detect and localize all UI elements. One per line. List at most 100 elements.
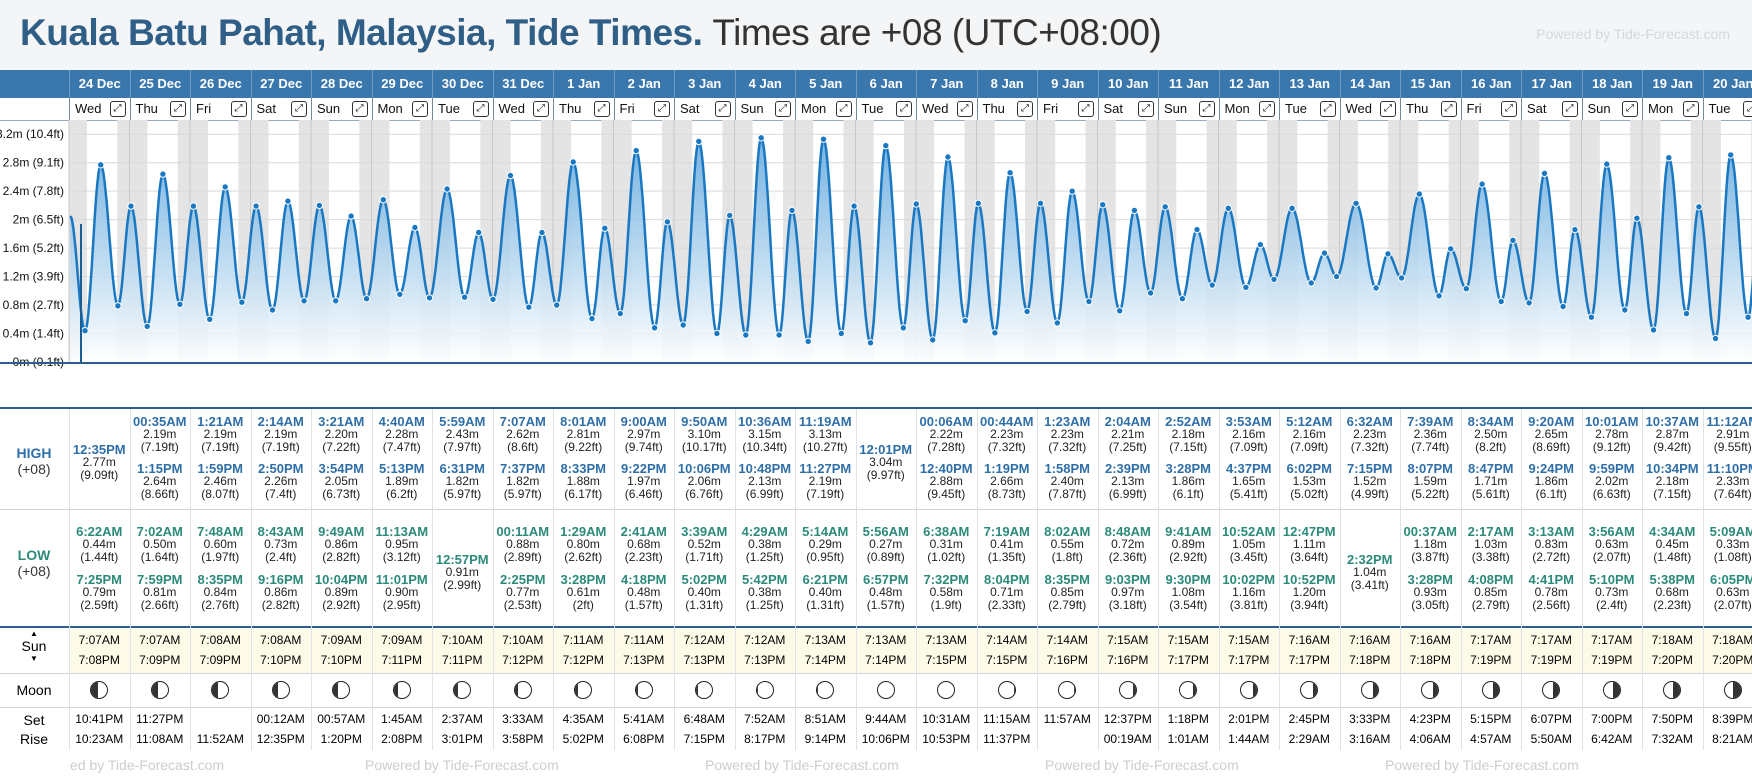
high-tide-height-m: 1.86m	[1171, 474, 1205, 488]
expand-icon[interactable]: ⤢	[1077, 101, 1094, 117]
powered-by-footer-1[interactable]: Powered by Tide-Forecast.com	[365, 757, 559, 773]
low-tide-height-ft: (1.31ft)	[806, 598, 845, 612]
low-tide-entry: 10:02PM 1.16m (3.81ft)	[1219, 573, 1280, 612]
high-tide-time: 11:10PM	[1706, 461, 1752, 476]
expand-icon[interactable]: ⤢	[109, 101, 126, 117]
low-tide-height-m: 1.20m	[1292, 585, 1326, 599]
high-tide-height-m: 2.16m	[1232, 427, 1266, 441]
sunrise-time: 7:07AM	[78, 633, 120, 647]
weekday-cell: Fri ⤢	[190, 98, 251, 120]
expand-icon[interactable]: ⤢	[351, 101, 368, 117]
expand-icon[interactable]: ⤢	[775, 101, 791, 117]
high-tide-height-ft: (8.07ft)	[201, 487, 240, 501]
expand-icon[interactable]: ⤢	[1561, 101, 1578, 117]
expand-icon[interactable]: ⤢	[533, 101, 549, 117]
high-tide-point	[1256, 240, 1265, 249]
low-tide-height-m: 0.31m	[929, 537, 963, 551]
expand-icon[interactable]: ⤢	[1622, 101, 1638, 117]
moonset-time: 00:12AM	[256, 712, 305, 726]
expand-icon[interactable]: ⤢	[1440, 101, 1457, 117]
sunrise-time: 7:16AM	[1288, 633, 1330, 647]
moon-shadow	[393, 682, 398, 698]
expand-icon[interactable]: ⤢	[1682, 101, 1699, 117]
high-tide-entry: 8:07PM 1.59m (5.22ft)	[1400, 462, 1461, 501]
high-tide-height-ft: (5.97ft)	[443, 487, 482, 501]
low-tide-height-m: 1.08m	[1171, 585, 1205, 599]
low-tide-point	[1587, 313, 1596, 321]
column-divider	[613, 409, 615, 750]
sunrise-time: 7:17AM	[1530, 633, 1572, 647]
column-divider	[1702, 409, 1704, 750]
expand-icon[interactable]: ⤢	[654, 101, 670, 117]
low-tide-point	[268, 306, 277, 314]
expand-icon[interactable]: ⤢	[1743, 101, 1752, 117]
high-tide-height-ft: (5.61ft)	[1471, 487, 1510, 501]
expand-icon[interactable]: ⤢	[1017, 101, 1033, 117]
expand-icon[interactable]: ⤢	[291, 101, 307, 117]
powered-by-footer-3[interactable]: Powered by Tide-Forecast.com	[1045, 757, 1239, 773]
low-tide-height-ft: (1.02ft)	[927, 550, 966, 564]
low-tide-point	[1178, 295, 1187, 303]
expand-icon[interactable]: ⤢	[1380, 101, 1396, 117]
low-tide-height-m: 0.45m	[1655, 537, 1689, 551]
low-tide-height-m: 0.48m	[869, 585, 903, 599]
expand-icon[interactable]: ⤢	[1259, 101, 1275, 117]
high-tide-point	[819, 135, 828, 143]
high-tide-time: 1:59PM	[197, 461, 244, 476]
low-tide-entry: 10:04PM 0.89m (2.92ft)	[311, 573, 372, 612]
low-tide-entry: 4:34AM 0.45m (1.48ft)	[1642, 525, 1703, 564]
date-header: 31 Dec	[492, 70, 554, 98]
expand-icon[interactable]: ⤢	[896, 101, 912, 117]
sunrise-time: 7:12AM	[683, 633, 725, 647]
expand-icon[interactable]: ⤢	[1501, 101, 1517, 117]
moon-shadow	[635, 682, 638, 698]
powered-by-footer-4[interactable]: Powered by Tide-Forecast.com	[1385, 757, 1579, 773]
sun-row-background	[69, 629, 1752, 674]
sunset-time: 7:19PM	[1530, 653, 1572, 667]
sunrise-time: 7:15AM	[1167, 633, 1209, 647]
expand-icon[interactable]: ⤢	[230, 101, 247, 117]
expand-icon[interactable]: ⤢	[1138, 101, 1154, 117]
powered-by-label[interactable]: Powered by Tide-Forecast.com	[1536, 26, 1730, 42]
weekday-label: Sat	[1527, 101, 1547, 116]
high-tide-height-m: 2.20m	[324, 427, 358, 441]
low-tide-height-ft: (1.08ft)	[1713, 550, 1752, 564]
sunset-time: 7:09PM	[139, 653, 181, 667]
moonrise-time: 10:06PM	[861, 732, 910, 746]
low-tide-entry: 6:57PM 0.48m (1.57ft)	[856, 573, 917, 612]
expand-icon[interactable]: ⤢	[1319, 101, 1336, 117]
expand-icon[interactable]: ⤢	[593, 101, 610, 117]
high-tide-height-ft: (5.02ft)	[1290, 487, 1329, 501]
tide-chart: 0m (0.1ft)0.4m (1.4ft)0.8m (2.7ft)1.2m (…	[0, 120, 1752, 369]
low-tide-entry: 8:04PM 0.71m (2.33ft)	[977, 573, 1038, 612]
low-tide-height-ft: (2.72ft)	[1532, 550, 1571, 564]
powered-by-footer-2[interactable]: Powered by Tide-Forecast.com	[705, 757, 899, 773]
high-tide-time: 8:47PM	[1467, 461, 1514, 476]
expand-icon[interactable]: ⤢	[472, 101, 489, 117]
expand-icon[interactable]: ⤢	[714, 101, 731, 117]
low-tide-point	[1621, 306, 1629, 314]
expand-icon[interactable]: ⤢	[170, 101, 186, 117]
low-tide-height-m: 0.91m	[445, 565, 479, 579]
date-header: 14 Jan	[1339, 70, 1401, 98]
high-tide-entry: 6:31PM 1.82m (5.97ft)	[432, 462, 493, 501]
high-tide-time: 00:35AM	[133, 414, 187, 429]
high-tide-time: 12:35PM	[72, 442, 126, 457]
sunrise-time: 7:14AM	[1046, 633, 1088, 647]
expand-icon[interactable]: ⤢	[835, 101, 852, 117]
moonset-time: 6:48AM	[683, 712, 725, 726]
powered-by-footer-partial[interactable]: ed by Tide-Forecast.com	[70, 757, 225, 773]
moon-phase-icon	[1058, 681, 1077, 699]
date-header: 28 Dec	[311, 70, 372, 98]
moonrise-time: 11:52AM	[196, 732, 244, 746]
expand-icon[interactable]: ⤢	[956, 101, 973, 117]
high-tide-height-ft: (9.97ft)	[866, 468, 905, 482]
sunset-time: 7:12PM	[562, 653, 604, 667]
low-tide-time: 00:11AM	[496, 524, 550, 539]
high-tide-time: 6:02PM	[1286, 461, 1333, 476]
expand-icon[interactable]: ⤢	[1198, 101, 1215, 117]
expand-icon[interactable]: ⤢	[412, 101, 428, 117]
high-tide-time: 3:21AM	[318, 414, 365, 429]
low-tide-height-ft: (2.36ft)	[1108, 550, 1147, 564]
date-header: 1 Jan	[553, 70, 614, 98]
